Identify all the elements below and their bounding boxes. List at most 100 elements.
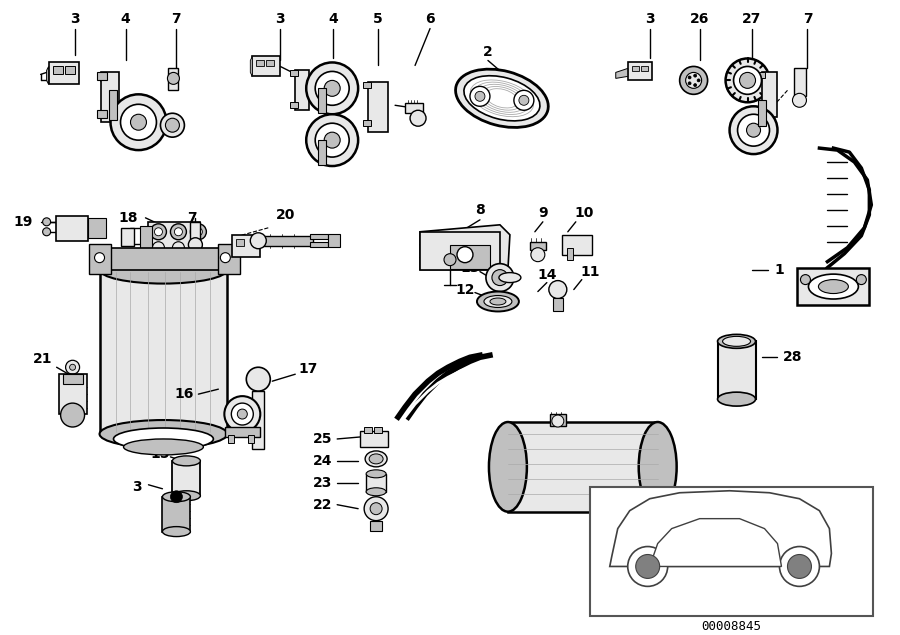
Bar (553, 298, 562, 311)
Circle shape (514, 90, 534, 110)
Bar (310, 242, 328, 247)
Bar (310, 234, 328, 239)
Circle shape (167, 72, 179, 84)
Circle shape (694, 74, 697, 77)
Bar (232, 235, 260, 257)
Text: 5: 5 (374, 11, 383, 25)
Circle shape (306, 114, 358, 166)
Circle shape (315, 71, 349, 105)
Circle shape (475, 91, 485, 102)
Bar (173, 461, 201, 496)
Bar (562, 235, 592, 255)
Circle shape (688, 82, 691, 85)
Circle shape (170, 224, 186, 240)
Bar (366, 474, 386, 491)
Ellipse shape (486, 89, 518, 108)
Circle shape (486, 264, 514, 291)
Bar (168, 69, 178, 90)
Text: 18: 18 (119, 211, 139, 225)
Circle shape (66, 360, 79, 374)
Bar (56, 216, 87, 241)
Bar (96, 110, 106, 118)
Bar (567, 248, 572, 260)
Bar (758, 100, 766, 126)
Ellipse shape (464, 76, 540, 121)
Bar (550, 414, 566, 426)
Bar (450, 244, 490, 269)
Text: 26: 26 (690, 11, 709, 25)
Circle shape (194, 228, 202, 236)
Bar (101, 72, 119, 122)
Circle shape (686, 72, 702, 88)
Ellipse shape (818, 279, 849, 293)
Circle shape (150, 224, 166, 240)
Circle shape (324, 81, 340, 97)
Ellipse shape (477, 291, 519, 311)
Bar (229, 435, 234, 443)
Bar (65, 67, 75, 74)
Bar (627, 62, 652, 81)
Ellipse shape (366, 470, 386, 478)
Circle shape (470, 86, 490, 106)
Text: 8: 8 (475, 203, 485, 217)
Circle shape (166, 118, 179, 132)
Text: 4: 4 (121, 11, 130, 25)
Ellipse shape (113, 428, 213, 450)
Text: 16: 16 (175, 387, 194, 401)
Bar (266, 60, 274, 67)
Circle shape (306, 62, 358, 114)
Circle shape (531, 248, 544, 262)
Text: 14: 14 (537, 267, 556, 281)
Circle shape (315, 123, 349, 157)
Polygon shape (250, 57, 252, 76)
Circle shape (793, 93, 806, 107)
Circle shape (734, 67, 761, 95)
Bar (757, 72, 764, 78)
Bar (717, 342, 755, 399)
Circle shape (698, 79, 700, 82)
Text: 2: 2 (483, 46, 493, 60)
Ellipse shape (123, 439, 203, 455)
Ellipse shape (482, 86, 522, 110)
Text: 10: 10 (574, 206, 593, 220)
Ellipse shape (365, 451, 387, 467)
Circle shape (247, 367, 270, 391)
Ellipse shape (723, 337, 751, 346)
Text: 15: 15 (150, 447, 170, 461)
Bar (757, 110, 764, 116)
Circle shape (224, 396, 260, 432)
Bar (360, 431, 388, 447)
Bar (290, 102, 298, 109)
Circle shape (635, 554, 660, 578)
Text: 22: 22 (312, 498, 332, 512)
Circle shape (680, 67, 707, 95)
Bar (632, 67, 639, 71)
Circle shape (324, 132, 340, 148)
Text: 13: 13 (460, 260, 480, 275)
Text: 19: 19 (13, 215, 32, 229)
Text: 24: 24 (312, 454, 332, 468)
Ellipse shape (366, 488, 386, 496)
Ellipse shape (369, 454, 383, 464)
Circle shape (111, 95, 166, 150)
Ellipse shape (484, 295, 512, 307)
Bar (364, 427, 372, 433)
Bar (256, 60, 265, 67)
Bar (63, 374, 83, 384)
Circle shape (552, 415, 563, 427)
Bar (98, 248, 229, 270)
Circle shape (746, 123, 760, 137)
Bar (100, 270, 228, 434)
Circle shape (152, 242, 165, 254)
Circle shape (191, 224, 206, 240)
Bar (370, 521, 382, 531)
Ellipse shape (808, 274, 859, 299)
Circle shape (738, 114, 770, 146)
Circle shape (444, 254, 456, 265)
Text: 6: 6 (425, 11, 435, 25)
Bar (58, 374, 86, 414)
Text: 11: 11 (580, 265, 599, 279)
Bar (420, 232, 500, 270)
Circle shape (694, 84, 697, 86)
Circle shape (857, 274, 867, 284)
